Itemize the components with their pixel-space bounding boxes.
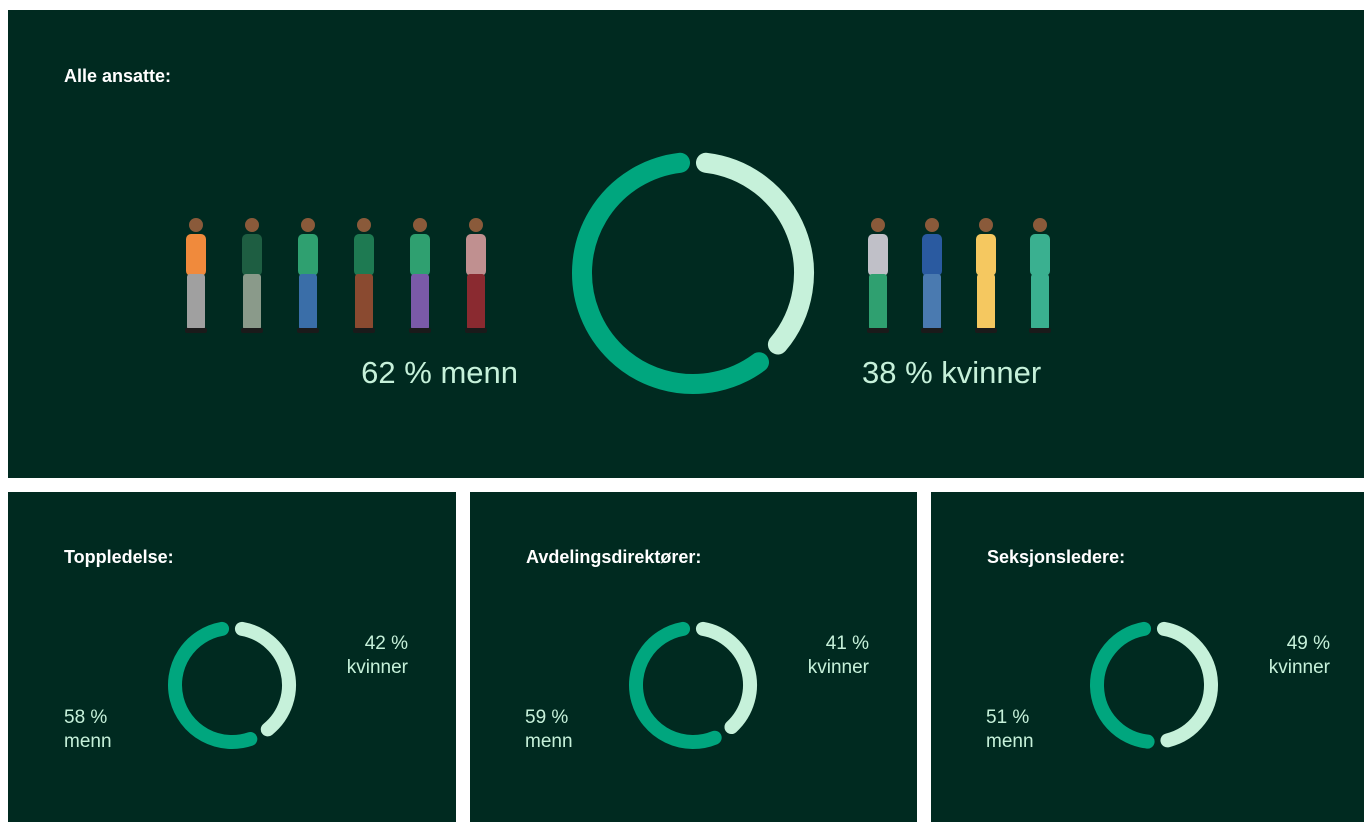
legs [977, 274, 995, 330]
feet [409, 328, 431, 333]
donut-segment [175, 629, 250, 742]
value-label: 42 % kvinner [318, 632, 408, 680]
person-illustration [867, 218, 889, 333]
feet [867, 328, 889, 333]
legs [923, 274, 941, 330]
feet [465, 328, 487, 333]
body [466, 234, 486, 276]
panel-title: Seksjonsledere: [987, 547, 1125, 568]
panel: Toppledelse: 58 % menn 42 % kvinner [8, 492, 456, 822]
legs [1031, 274, 1049, 330]
body [186, 234, 206, 276]
head [189, 218, 203, 232]
head [301, 218, 315, 232]
donut-chart [8, 10, 1364, 478]
feet [241, 328, 263, 333]
donut-segment [582, 163, 759, 384]
head [357, 218, 371, 232]
feet [921, 328, 943, 333]
feet [1029, 328, 1051, 333]
head [413, 218, 427, 232]
legs [467, 274, 485, 330]
head [1033, 218, 1047, 232]
donut-segment [1164, 629, 1211, 741]
head [925, 218, 939, 232]
person-illustration [465, 218, 487, 333]
body [410, 234, 430, 276]
person-illustration [353, 218, 375, 333]
legs [869, 274, 887, 330]
person-illustration [975, 218, 997, 333]
value-label: 49 % kvinner [1240, 632, 1330, 680]
body [976, 234, 996, 276]
feet [353, 328, 375, 333]
donut-segment [1097, 629, 1148, 742]
person-illustration [241, 218, 263, 333]
body [354, 234, 374, 276]
body [922, 234, 942, 276]
donut-segment [706, 163, 804, 345]
donut-segment [242, 629, 289, 730]
panel: Seksjonsledere: 51 % menn 49 % kvinner [931, 492, 1364, 822]
root: Alle ansatte: 62 % menn 38 % kvinner Topple… [0, 0, 1364, 822]
legs [299, 274, 317, 330]
donut-segment [703, 629, 750, 727]
person-illustration [185, 218, 207, 333]
legs [187, 274, 205, 330]
feet [185, 328, 207, 333]
person-illustration [297, 218, 319, 333]
legs [411, 274, 429, 330]
body [1030, 234, 1050, 276]
person-illustration [409, 218, 431, 333]
panel-title: Alle ansatte: [64, 66, 171, 87]
donut-segment [636, 629, 715, 742]
body [868, 234, 888, 276]
panel-title: Toppledelse: [64, 547, 174, 568]
page: Kjønnsfordeling html, body { margin: 0; … [0, 0, 1364, 822]
value-label: 62 % menn [361, 355, 518, 391]
value-label: 58 % menn [64, 706, 154, 754]
head [245, 218, 259, 232]
value-label: 51 % menn [986, 706, 1076, 754]
body [298, 234, 318, 276]
body [242, 234, 262, 276]
feet [297, 328, 319, 333]
head [469, 218, 483, 232]
value-label: 38 % kvinner [862, 355, 1041, 391]
panel-title: Avdelingsdirektører: [526, 547, 701, 568]
value-label: 41 % kvinner [779, 632, 869, 680]
feet [975, 328, 997, 333]
person-illustration [1029, 218, 1051, 333]
legs [355, 274, 373, 330]
head [979, 218, 993, 232]
panel: Alle ansatte: 62 % menn 38 % kvinner [8, 10, 1364, 478]
head [871, 218, 885, 232]
panel: Avdelingsdirektører: 59 % menn 41 % kvinne… [470, 492, 917, 822]
legs [243, 274, 261, 330]
value-label: 59 % menn [525, 706, 615, 754]
person-illustration [921, 218, 943, 333]
